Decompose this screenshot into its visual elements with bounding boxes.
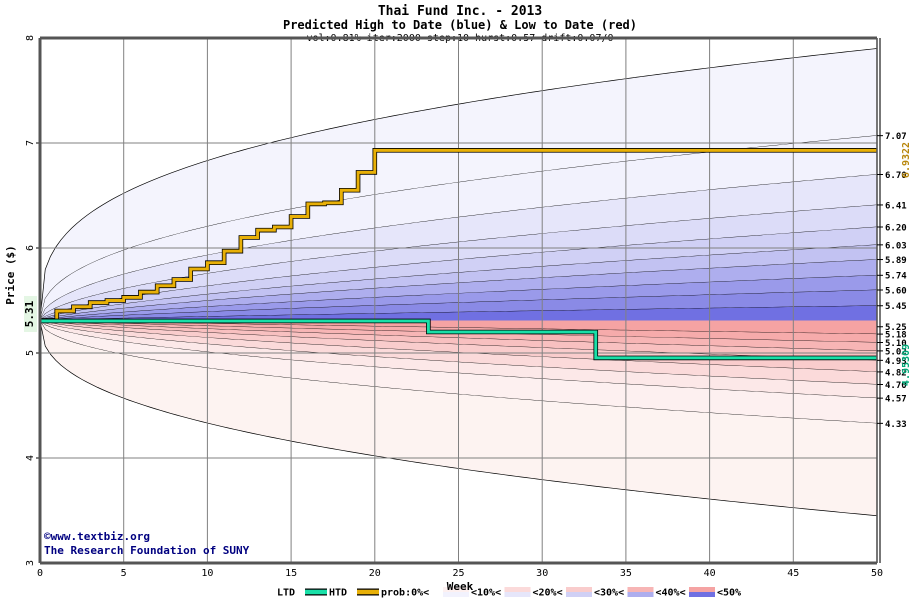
start-price-label: 5.31 [23,300,36,327]
grid-lines [40,38,877,563]
quantile-label: 5.10 [885,339,907,349]
quantile-label: 5.74 [885,272,907,282]
legend-band-label: <10%< [471,588,501,599]
series-lines [40,148,877,361]
start-price-highlight [24,296,37,332]
x-tick-label: 10 [201,568,213,579]
quantile-label: 5.25 [885,323,907,333]
quantile-label: 4.33 [885,420,907,430]
y-tick-label: 7 [25,140,36,146]
plot-frame [38,36,881,565]
quantile-label: 4.57 [885,395,907,405]
chart-title: Thai Fund Inc. - 2013 [378,4,542,19]
ltd-current-value: 4.95309 [901,344,912,386]
legend-band-swatch [443,587,469,597]
ltd-line [40,319,877,360]
legend-htd-label: HTD [329,588,347,599]
x-tick-label: 20 [369,568,381,579]
quantile-label: 5.89 [885,256,907,266]
quantile-label: 4.93 [885,357,907,367]
quantile-label: 4.82 [885,368,907,378]
credit-line-1: ©www.textbiz.org [44,530,150,543]
legend-band-label: <20%< [533,588,563,599]
quantile-label: 6.20 [885,223,907,233]
legend-ltd-label: LTD [277,588,295,599]
y-tick-label: 4 [25,455,36,461]
quantile-label: 5.18 [885,331,907,341]
legend-band-swatch [689,587,715,597]
quantile-label: 5.60 [885,286,907,296]
x-tick-label: 25 [452,568,464,579]
y-tick-label: 3 [25,560,36,566]
credit-line-2: The Research Foundation of SUNY [44,544,250,557]
y-tick-label: 8 [25,35,36,41]
x-tick-label: 30 [536,568,548,579]
y-axis-title: Price ($) [4,245,17,305]
x-axis-title: Week [447,580,474,593]
legend-band-label: <50% [717,588,741,599]
legend-band-swatch [504,587,531,597]
x-tick-label: 35 [620,568,632,579]
quantile-label: 6.70 [885,171,907,181]
quantile-label: 6.41 [885,201,907,211]
legend-band-label: <30%< [594,588,624,599]
right-quantile-labels: 7.07 6.70 6.41 6.20 6.03 5.89 5.74 5.60 5.45 5.25… [877,132,907,430]
x-tick-label: 5 [121,568,127,579]
legend-band-swatch [627,587,654,597]
y-tick-label: 5 [25,350,36,356]
quantile-label: 5.45 [885,302,907,312]
legend-band-label: <40%< [656,588,686,599]
htd-current-value: 6.9322 [901,142,912,178]
y-tick-label: 6 [25,245,36,251]
chart-subtitle: Predicted High to Date (blue) & Low to D… [283,18,637,32]
quantile-label: 7.07 [885,132,907,142]
x-tick-label: 0 [37,568,43,579]
x-tick-label: 45 [787,568,799,579]
x-tick-label: 40 [704,568,716,579]
quantile-label: 5.02 [885,347,907,357]
legend: LTD HTD prob:0%< <10%< <20%< <30%< <40%< <50% [277,587,741,599]
quantile-label: 6.03 [885,241,907,251]
legend-prob-label: prob:0%< [381,588,429,599]
htd-line [40,148,877,322]
quantile-label: 4.70 [885,381,907,391]
x-tick-label: 50 [871,568,883,579]
legend-band-swatch [566,587,592,597]
x-tick-label: 15 [285,568,297,579]
